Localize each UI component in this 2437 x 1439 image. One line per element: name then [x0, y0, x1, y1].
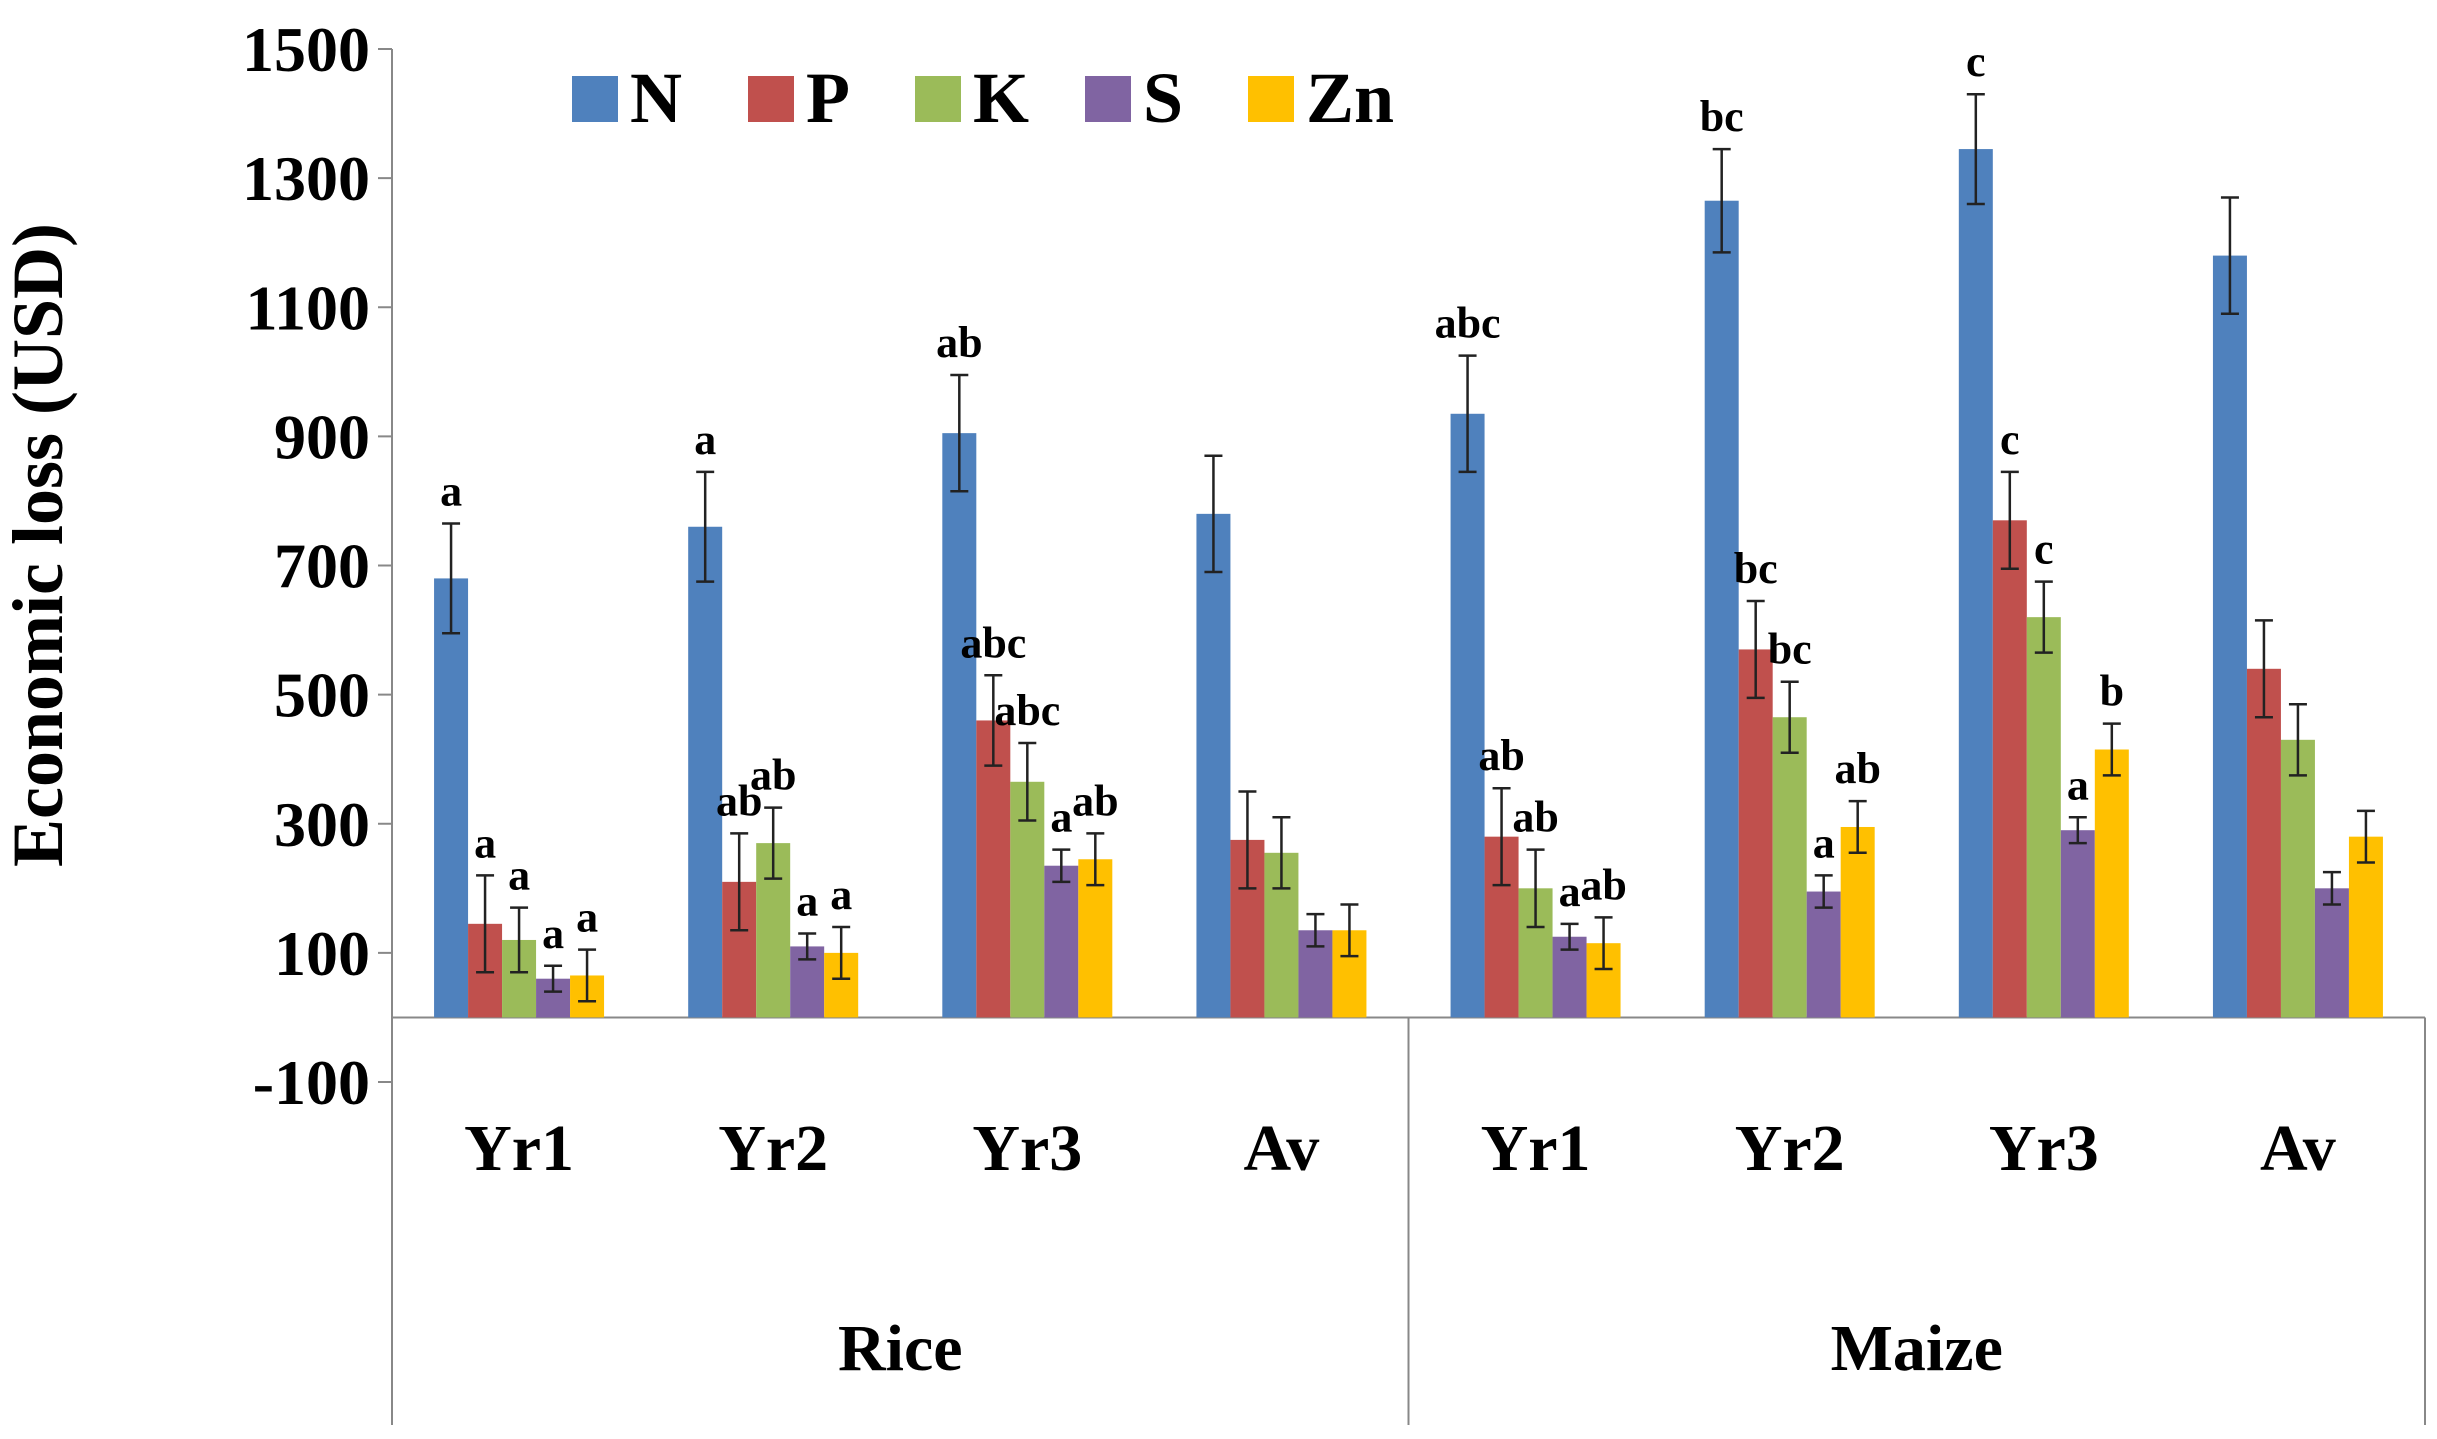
bar-n: [1704, 200, 1739, 1018]
significance-label: abc: [1435, 299, 1501, 348]
x-category-label: Av: [1244, 1112, 1320, 1185]
legend-swatch-n: [572, 76, 618, 122]
significance-label: b: [2100, 667, 2124, 716]
legend-swatch-s: [1085, 76, 1131, 122]
significance-label: c: [2034, 525, 2054, 574]
y-tick-label: 1500: [242, 14, 370, 85]
significance-label: a: [694, 415, 716, 464]
y-tick-label: 500: [274, 660, 370, 731]
legend: N P K S Zn: [572, 58, 1394, 138]
significance-label: a: [1559, 867, 1581, 916]
x-group-label: Rice: [838, 1312, 963, 1385]
significance-label: a: [830, 870, 852, 919]
significance-label: abc: [960, 618, 1026, 667]
significance-label: a: [1050, 793, 1072, 842]
y-tick-label: -100: [253, 1047, 370, 1118]
bar-n: [1958, 149, 1993, 1018]
bar-zn: [2348, 836, 2383, 1018]
bar-k: [1772, 717, 1807, 1018]
x-category-label: Av: [2260, 1112, 2336, 1185]
x-category-label: Yr2: [718, 1112, 828, 1185]
significance-label: bc: [1734, 544, 1778, 593]
bar-p: [1738, 649, 1773, 1018]
legend-label-zn: Zn: [1306, 58, 1394, 138]
bar-k: [2280, 739, 2315, 1018]
significance-label: c: [2000, 415, 2020, 464]
significance-label: bc: [1768, 625, 1812, 674]
bar-n: [688, 526, 723, 1018]
x-category-label: Yr1: [1481, 1112, 1591, 1185]
y-tick-label: 100: [274, 918, 370, 989]
significance-label: ab: [716, 776, 762, 825]
significance-label: ab: [750, 751, 796, 800]
significance-label: a: [542, 909, 564, 958]
bars-layer: [434, 149, 2383, 1018]
significance-label: a: [2067, 760, 2089, 809]
bar-s: [1806, 891, 1841, 1018]
significance-label: a: [1813, 818, 1835, 867]
significance-label: a: [576, 893, 598, 942]
significance-label: a: [796, 877, 818, 926]
y-tick-label: 1100: [246, 272, 370, 343]
bar-n: [942, 433, 977, 1018]
significance-label: a: [474, 818, 496, 867]
x-category-label: Yr3: [1989, 1112, 2099, 1185]
significance-label: c: [1966, 37, 1986, 86]
x-category-label: Yr1: [464, 1112, 574, 1185]
error-bars-layer: [442, 92, 2375, 1003]
y-tick-labels: -100 100 300 500 700 900 1100 1300 1500: [242, 14, 370, 1118]
x-category-labels: Yr1 Yr2 Yr3 Av Yr1 Yr2 Yr3 Av Rice Maize: [464, 1112, 2336, 1385]
legend-label-p: P: [806, 58, 850, 138]
bar-n: [1450, 413, 1485, 1018]
bar-p: [976, 720, 1011, 1018]
legend-label-n: N: [630, 58, 682, 138]
y-tick-label: 300: [274, 789, 370, 860]
y-tick-label: 900: [274, 401, 370, 472]
significance-label: ab: [1580, 860, 1626, 909]
legend-swatch-k: [915, 76, 961, 122]
legend-label-k: K: [973, 58, 1029, 138]
significance-label: a: [440, 467, 462, 516]
bar-p: [1992, 520, 2027, 1018]
axis-layer: [378, 48, 2426, 1425]
bar-n: [2212, 255, 2247, 1018]
significance-label: abc: [994, 686, 1060, 735]
significance-label: ab: [1072, 776, 1118, 825]
y-tick-label: 1300: [242, 143, 370, 214]
bar-zn: [1840, 826, 1875, 1018]
bar-n: [1196, 513, 1231, 1018]
bar-p: [2246, 668, 2281, 1018]
x-category-label: Yr2: [1735, 1112, 1845, 1185]
y-tick-label: 700: [274, 531, 370, 602]
significance-label: ab: [1512, 793, 1558, 842]
legend-swatch-zn: [1248, 76, 1294, 122]
bar-n: [434, 578, 469, 1018]
y-axis-title: Economic loss (USD): [0, 223, 78, 867]
x-category-label: Yr3: [972, 1112, 1082, 1185]
bar-k: [2026, 617, 2061, 1018]
legend-swatch-p: [748, 76, 794, 122]
legend-label-s: S: [1143, 58, 1183, 138]
significance-label: ab: [1478, 731, 1524, 780]
bar-s: [2060, 830, 2095, 1018]
bar-s: [1044, 865, 1079, 1018]
x-group-label: Maize: [1831, 1312, 2003, 1385]
significance-label: ab: [936, 318, 982, 367]
bar-zn: [2094, 749, 2129, 1018]
bar-s: [2314, 888, 2349, 1018]
significance-label: a: [508, 851, 530, 900]
significance-label: bc: [1700, 92, 1744, 141]
significance-label: ab: [1834, 744, 1880, 793]
